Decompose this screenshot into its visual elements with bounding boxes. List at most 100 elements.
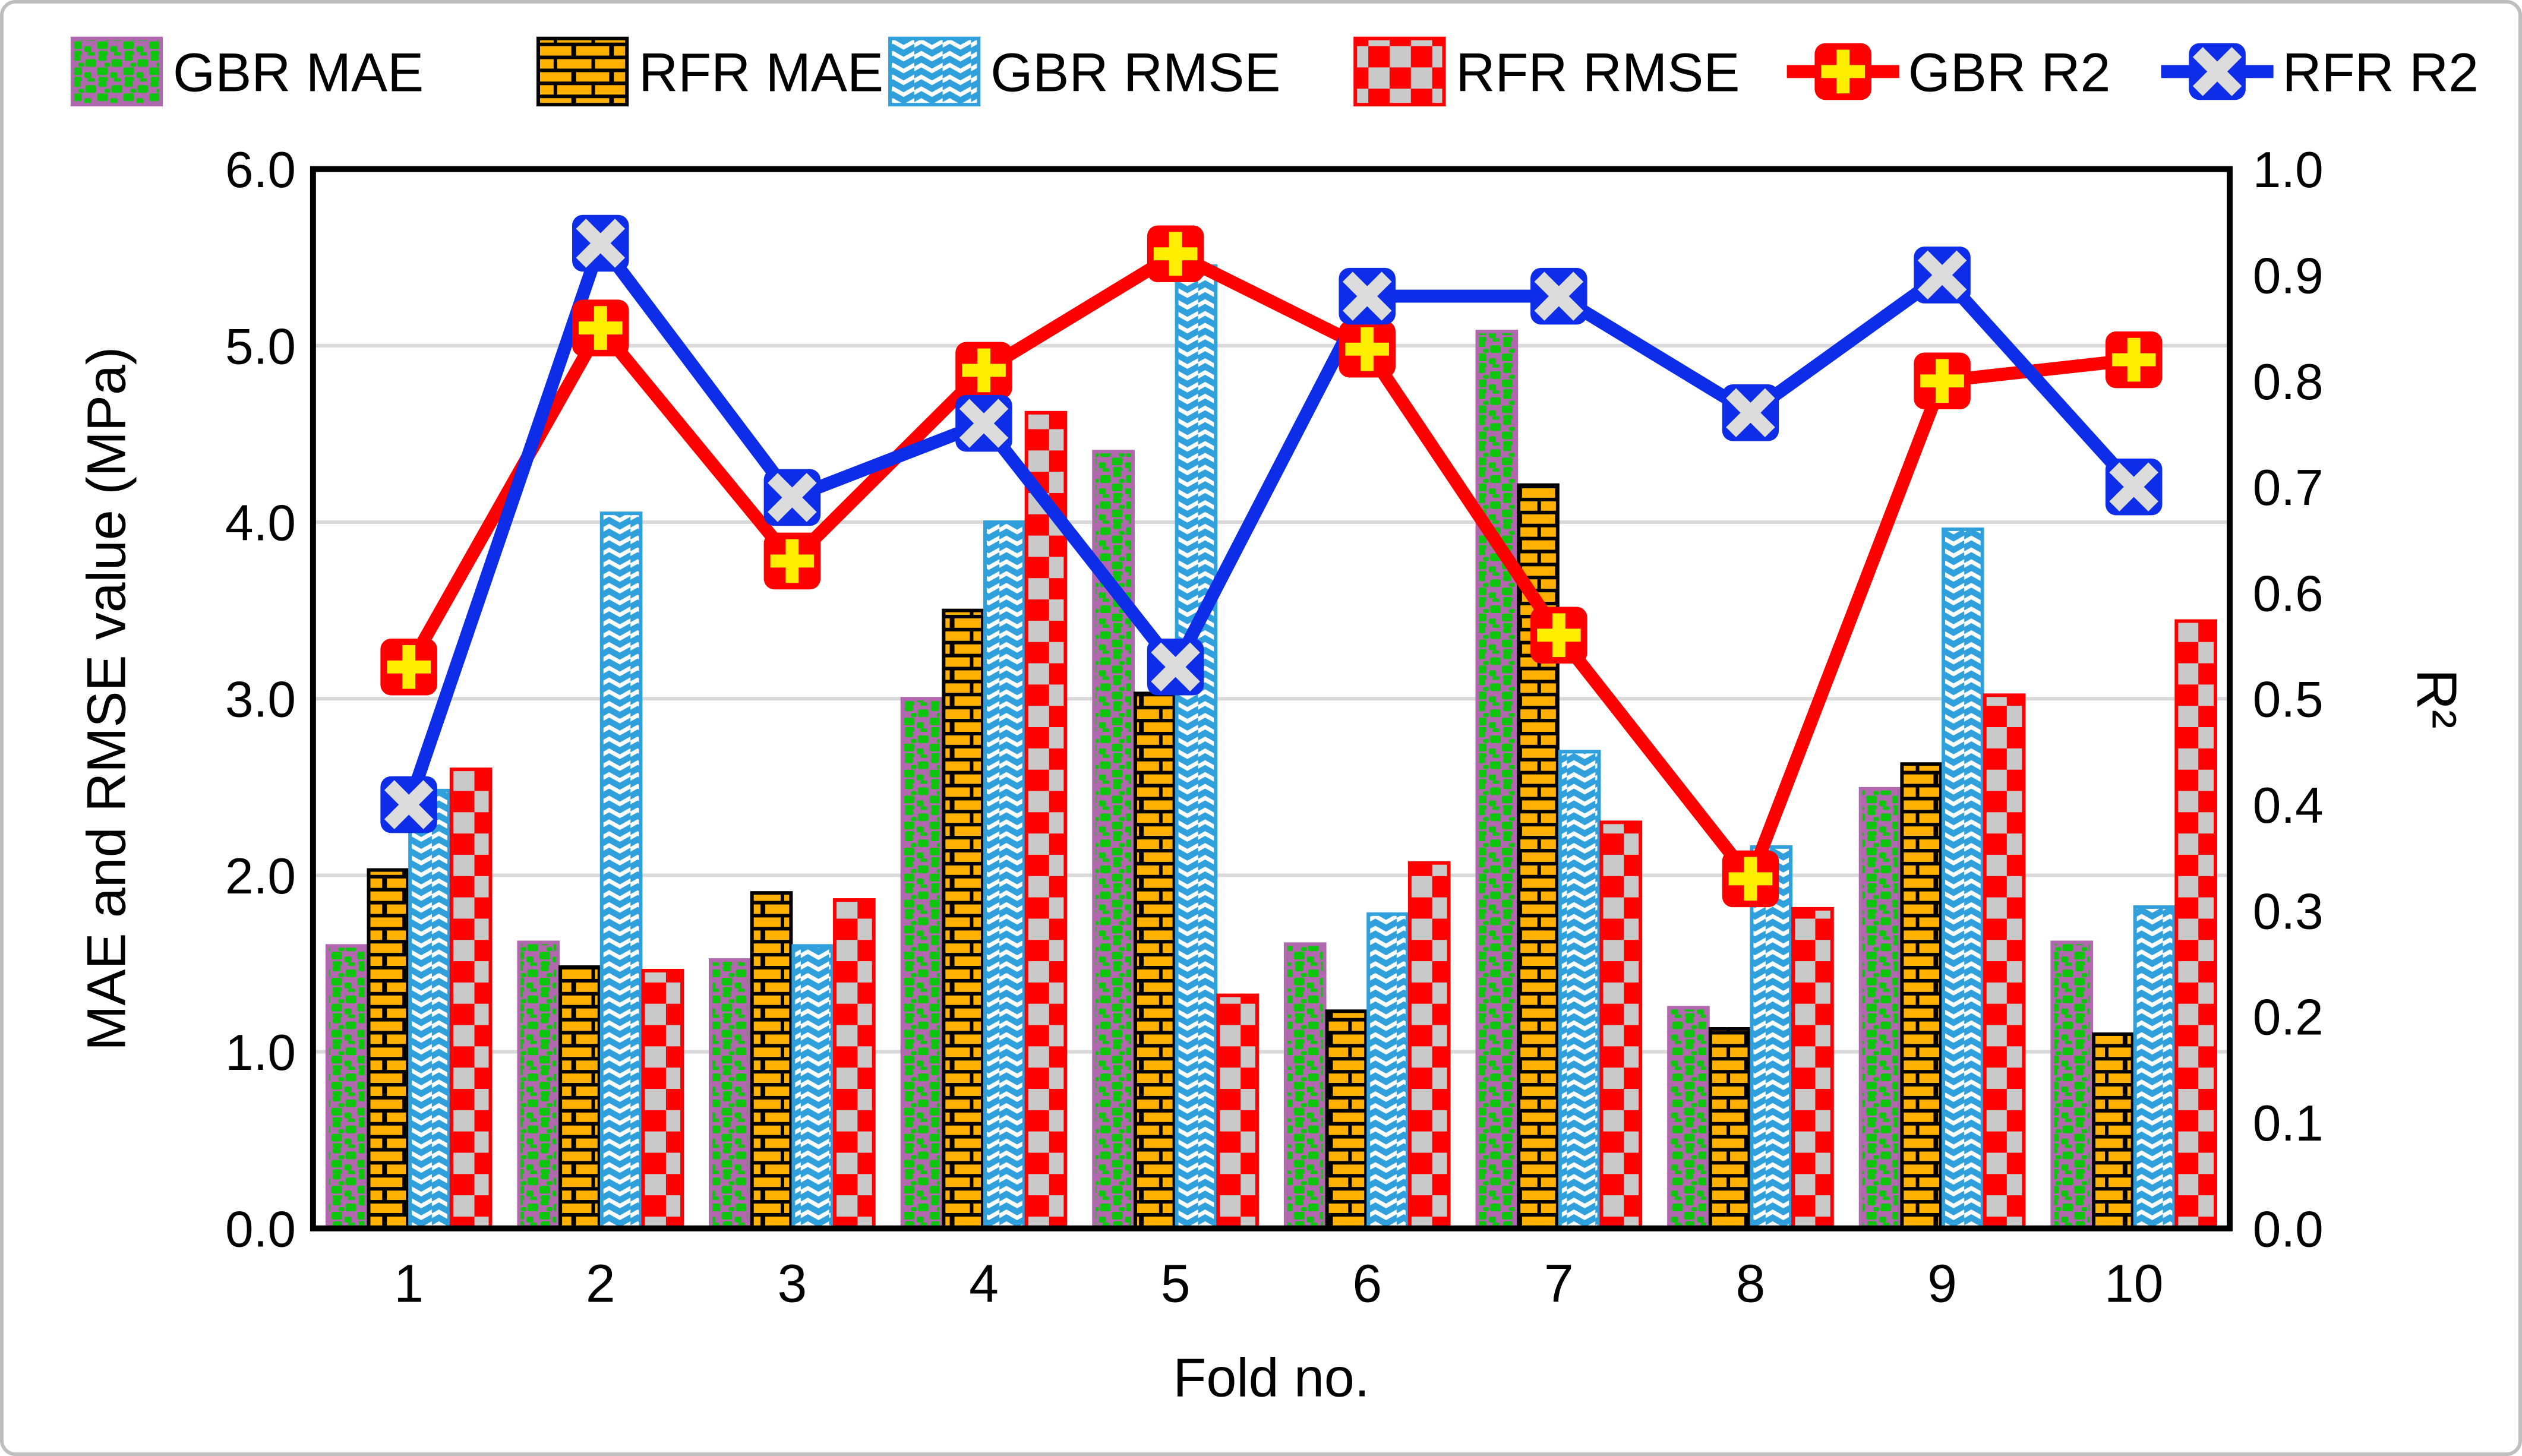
x-axis-title: Fold no. [1173, 1348, 1370, 1408]
y-left-tick-4: 4.0 [225, 495, 296, 552]
legend-label-rfr-r2: RFR R2 [2283, 42, 2479, 103]
bar-rfr-rmse-fold-6 [1407, 861, 1451, 1230]
legend-swatch-rfr-rmse [1353, 36, 1446, 107]
marker-gbr-r2-fold-9 [1914, 352, 1971, 410]
legend-label-gbr-mae: GBR MAE [173, 42, 424, 103]
bar-gbr-rmse-fold-7 [1558, 750, 1601, 1230]
x-tick-8: 8 [1736, 1253, 1766, 1313]
marker-rfr-r2-fold-10 [2105, 458, 2163, 516]
y-left-tick-0: 0.0 [225, 1201, 296, 1258]
marker-rfr-r2-fold-9 [1914, 247, 1971, 304]
bar-rfr-rmse-fold-1 [449, 768, 493, 1230]
bar-rfr-mae-fold-3 [750, 891, 793, 1230]
bar-rfr-rmse-fold-8 [1791, 907, 1834, 1230]
y-right-tick-4: 0.4 [2253, 778, 2324, 834]
marker-gbr-r2-fold-7 [1530, 607, 1587, 664]
marker-rfr-r2-fold-7 [1530, 267, 1587, 325]
bar-rfr-mae-fold-9 [1900, 762, 1943, 1230]
bar-gbr-rmse-fold-8 [1750, 845, 1793, 1230]
bar-gbr-rmse-fold-1 [408, 788, 451, 1230]
y-right-tick-10: 1.0 [2253, 142, 2324, 198]
x-tick-5: 5 [1161, 1253, 1191, 1313]
marker-gbr-r2-fold-6 [1339, 321, 1396, 378]
marker-rfr-r2-fold-6 [1339, 267, 1396, 325]
bar-rfr-rmse-fold-3 [833, 898, 876, 1230]
marker-rfr-r2-fold-3 [763, 469, 821, 526]
y-right-tick-3: 0.3 [2253, 883, 2324, 940]
y-right-tick-8: 0.8 [2253, 354, 2324, 410]
bar-gbr-rmse-fold-5 [1175, 264, 1218, 1230]
y-left-tick-5: 5.0 [225, 318, 296, 375]
marker-rfr-r2-fold-4 [955, 394, 1012, 452]
legend-swatch-rfr-mae [536, 36, 629, 107]
y-right-axis-title: R² [2404, 669, 2467, 729]
bar-rfr-rmse-fold-7 [1599, 820, 1643, 1230]
marker-gbr-r2-fold-5 [1147, 225, 1204, 283]
y-right-tick-6: 0.6 [2253, 566, 2324, 622]
bar-gbr-mae-fold-3 [709, 958, 752, 1230]
bar-rfr-rmse-fold-10 [2174, 619, 2217, 1230]
bar-rfr-mae-fold-8 [1708, 1027, 1751, 1230]
legend-item-gbr-mae: GBR MAE [70, 36, 424, 107]
legend-marker-rfr-r2 [2189, 43, 2246, 100]
marker-rfr-r2-fold-8 [1722, 384, 1779, 441]
x-tick-2: 2 [586, 1253, 615, 1313]
y-left-tick-3: 3.0 [225, 672, 296, 728]
legend-label-gbr-rmse: GBR RMSE [990, 42, 1280, 103]
legend-item-rfr-rmse: RFR RMSE [1353, 36, 1740, 107]
legend-swatch-gbr-rmse [888, 36, 981, 107]
x-tick-4: 4 [969, 1253, 999, 1313]
line-rfr-r2 [402, 236, 2139, 807]
bar-gbr-mae-fold-2 [517, 940, 560, 1230]
bar-gbr-mae-fold-8 [1667, 1006, 1710, 1230]
bar-gbr-mae-fold-10 [2050, 940, 2094, 1230]
bar-rfr-mae-fold-6 [1325, 1009, 1368, 1230]
x-tick-3: 3 [777, 1253, 807, 1313]
bar-rfr-mae-fold-10 [2092, 1032, 2135, 1230]
bar-rfr-mae-fold-2 [558, 965, 601, 1230]
legend-item-gbr-rmse: GBR RMSE [888, 36, 1280, 107]
legend-label-rfr-rmse: RFR RMSE [1456, 42, 1740, 103]
y-left-tick-1: 1.0 [225, 1025, 296, 1081]
y-right-tick-5: 0.5 [2253, 672, 2324, 728]
bar-rfr-rmse-fold-4 [1024, 410, 1068, 1230]
bar-gbr-mae-fold-1 [325, 944, 368, 1230]
bar-gbr-rmse-fold-2 [599, 511, 643, 1230]
y-right-tick-7: 0.7 [2253, 460, 2324, 516]
bar-gbr-rmse-fold-6 [1366, 912, 1409, 1230]
x-tick-7: 7 [1544, 1253, 1574, 1313]
marker-rfr-r2-fold-2 [572, 214, 629, 272]
marker-gbr-r2-fold-4 [955, 342, 1012, 399]
y-right-tick-0: 0.0 [2253, 1201, 2324, 1258]
bar-gbr-rmse-fold-3 [791, 944, 835, 1230]
bar-gbr-rmse-fold-10 [2133, 905, 2176, 1230]
plot-frame [310, 166, 2233, 1231]
marker-rfr-r2-fold-5 [1147, 638, 1204, 696]
bar-gbr-mae-fold-6 [1283, 942, 1327, 1230]
bar-rfr-mae-fold-4 [942, 608, 984, 1230]
marker-gbr-r2-fold-3 [763, 532, 821, 590]
bar-rfr-rmse-fold-2 [641, 968, 684, 1230]
y-right-tick-9: 0.9 [2253, 248, 2324, 304]
marker-gbr-r2-fold-2 [572, 299, 629, 356]
y-left-axis-title: MAE and RMSE value (MPa) [77, 347, 137, 1051]
y-left-tick-2: 2.0 [225, 848, 296, 905]
x-tick-1: 1 [394, 1253, 424, 1313]
marker-rfr-r2-fold-1 [380, 776, 437, 833]
legend-marker-gbr-r2 [1814, 43, 1871, 100]
legend-label-rfr-mae: RFR MAE [639, 42, 883, 103]
bar-gbr-rmse-fold-4 [983, 520, 1026, 1230]
bar-gbr-rmse-fold-9 [1942, 527, 1984, 1230]
y-right-tick-2: 0.2 [2253, 990, 2324, 1046]
marker-gbr-r2-fold-10 [2105, 331, 2163, 389]
line-gbr-r2 [403, 247, 2135, 886]
bar-rfr-mae-fold-5 [1133, 691, 1176, 1230]
x-tick-10: 10 [2104, 1253, 2164, 1313]
legend-swatch-gbr-mae [70, 36, 163, 107]
bar-gbr-mae-fold-7 [1475, 330, 1519, 1230]
legend-label-gbr-r2: GBR R2 [1908, 42, 2111, 103]
y-right-tick-1: 0.1 [2253, 1095, 2324, 1152]
bar-rfr-mae-fold-1 [367, 868, 410, 1230]
bar-gbr-mae-fold-4 [900, 697, 943, 1230]
